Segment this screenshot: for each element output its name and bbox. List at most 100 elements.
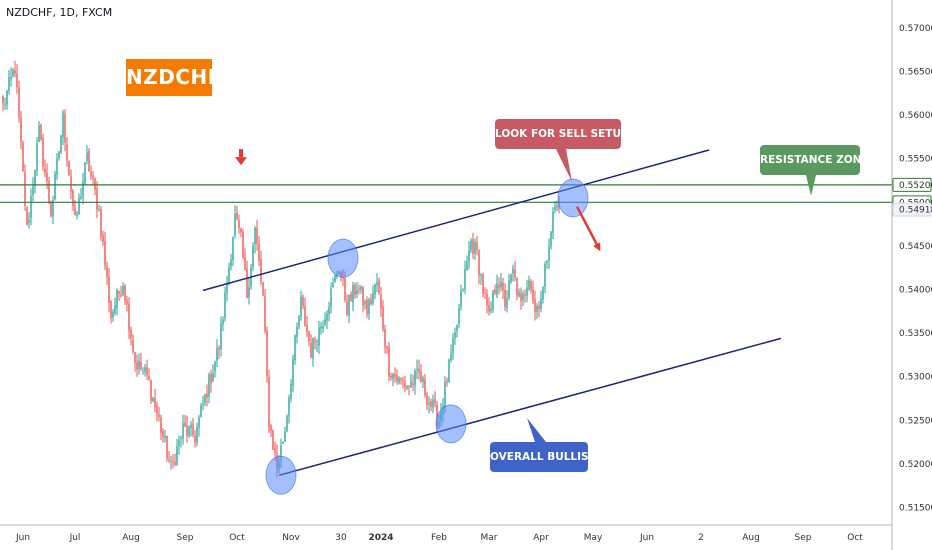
candle-body [130, 329, 132, 339]
time-tick-label: Jun [15, 533, 30, 543]
candle-body [382, 306, 384, 330]
candle-body [554, 206, 556, 210]
channel-upper-line[interactable] [202, 149, 710, 292]
candle-body [242, 232, 244, 258]
candle-body [520, 293, 522, 301]
candle-body [324, 319, 326, 325]
candle-body [354, 284, 356, 295]
candle-body [174, 461, 176, 466]
candle-body [464, 268, 466, 290]
candle-body [158, 414, 160, 418]
candle-body [194, 435, 196, 442]
resistance-zone-callout[interactable]: RESISTANCE ZONE [760, 145, 869, 175]
candle-body [352, 284, 354, 303]
candle-body [248, 287, 250, 298]
candle-body [66, 144, 68, 161]
candle-body [460, 290, 462, 307]
candle-body [244, 257, 246, 270]
candle-body [138, 360, 140, 370]
candle-body [90, 171, 92, 176]
candle-body [30, 196, 32, 219]
candle-body [326, 313, 328, 321]
candle-body [180, 437, 182, 440]
candle-body [168, 459, 170, 461]
overall-bullish-callout[interactable]: OVERALL BULLISH [490, 442, 597, 472]
candle-body [164, 436, 166, 438]
candle-body [264, 296, 266, 331]
candle-body [140, 362, 142, 370]
candle-body [108, 276, 110, 303]
candle-body [142, 370, 144, 372]
candle-body [424, 379, 426, 396]
candle-body [272, 431, 274, 450]
candle-body [320, 326, 322, 329]
candle-body [208, 374, 210, 397]
candle-body [328, 307, 330, 315]
candle-body [32, 186, 34, 195]
candle-body [20, 117, 22, 143]
candle-body [72, 190, 74, 207]
candle-body [528, 280, 530, 289]
candle-body [206, 393, 208, 398]
time-tick-label: Aug [122, 533, 140, 543]
candle-body [358, 288, 360, 290]
time-tick-label: Nov [282, 533, 300, 543]
touch-point-highlight [557, 178, 589, 218]
candle-body [516, 277, 518, 296]
price-label-text: 0.54918 [899, 205, 932, 215]
candle-body [546, 260, 548, 263]
candle-body [290, 384, 292, 399]
candle-body [234, 214, 236, 237]
candle-body [216, 347, 218, 361]
candle-body [114, 305, 116, 314]
time-tick-label: Oct [229, 533, 245, 543]
candle-body [54, 173, 56, 200]
touch-point-highlight [435, 404, 467, 444]
candle-body [374, 283, 376, 295]
candle-body [432, 400, 434, 408]
candle-body [504, 290, 506, 308]
candle-body [446, 381, 448, 383]
candle-body [452, 338, 454, 354]
candle-body [26, 206, 28, 225]
candle-body [8, 77, 10, 91]
candle-body [4, 103, 6, 105]
resistance-callout-pointer [806, 175, 816, 196]
time-tick-label: Feb [431, 533, 447, 543]
candle-body [262, 282, 264, 296]
candle-body [202, 403, 204, 406]
candle-body [386, 345, 388, 349]
candle-body [268, 376, 270, 428]
candle-body [212, 372, 214, 382]
candle-body [448, 359, 450, 383]
candle-body [552, 211, 554, 233]
candle-body [256, 228, 258, 244]
candle-body [450, 353, 452, 361]
candle-body [136, 362, 138, 370]
candle-body [532, 289, 534, 302]
candle-body [294, 336, 296, 361]
candle-body [402, 379, 404, 382]
candle-body [62, 112, 64, 138]
price-label-box [892, 177, 932, 192]
candle-body [318, 327, 320, 346]
candle-body [394, 374, 396, 377]
candle-body [150, 379, 152, 401]
channel-lower-line[interactable] [278, 337, 782, 477]
candle-body [304, 306, 306, 326]
candle-body [236, 213, 238, 220]
candle-body [58, 151, 60, 159]
candle-body [392, 373, 394, 379]
candle-body [100, 209, 102, 237]
candle-body [484, 292, 486, 294]
candle-body [378, 280, 380, 294]
candle-body [270, 425, 272, 432]
chart-title: NZDCHF, 1D, FXCM [6, 6, 113, 19]
sell-setups-callout[interactable]: LOOK FOR SELL SETUPS [495, 119, 636, 149]
candle-body [126, 300, 128, 305]
candle-body [12, 70, 14, 76]
candle-body [456, 325, 458, 332]
